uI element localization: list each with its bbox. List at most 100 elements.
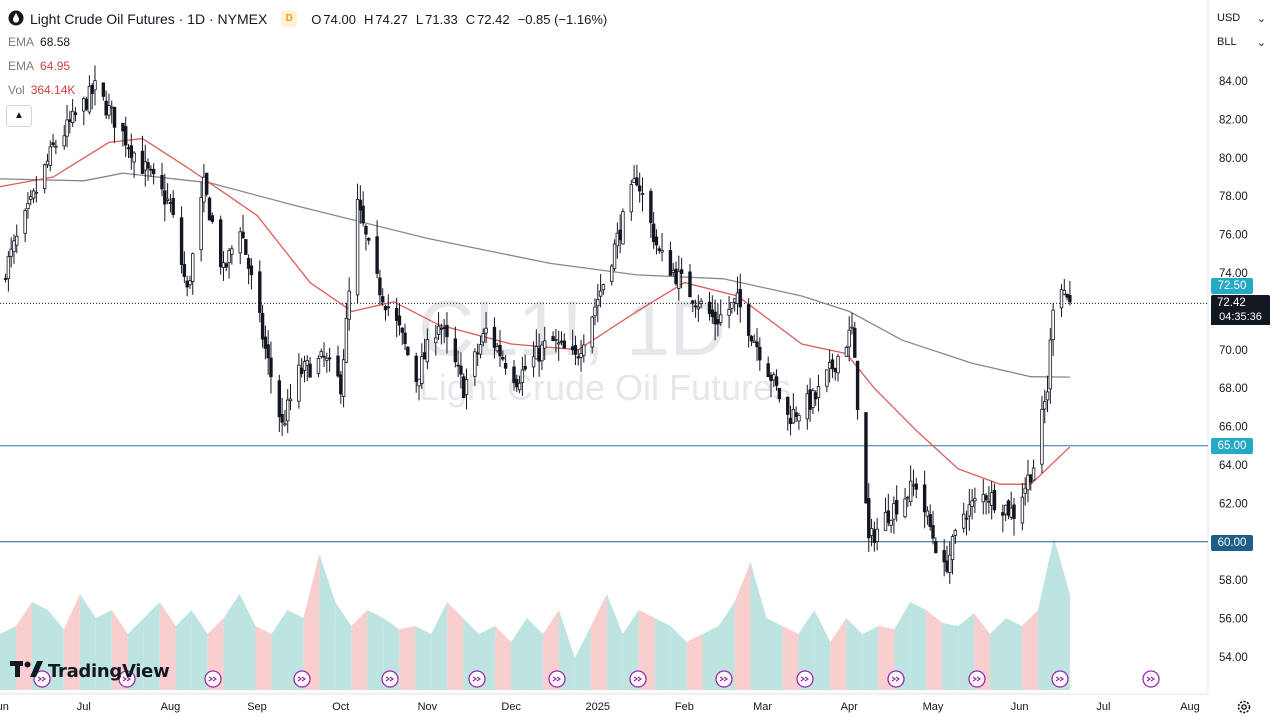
candle-body — [512, 366, 516, 384]
candle-body — [417, 378, 421, 387]
y-tick-label: 76.00 — [1219, 230, 1248, 242]
candle-body — [45, 160, 50, 166]
candle-body — [15, 235, 19, 246]
candle-body — [185, 280, 189, 288]
currency-selector[interactable]: USD ⌄ — [1213, 7, 1270, 29]
y-tick-label: 58.00 — [1219, 575, 1248, 587]
candle-body — [269, 357, 273, 378]
candle-body — [1045, 391, 1050, 401]
volume-segment — [718, 602, 735, 690]
candle-body — [191, 253, 195, 282]
candle-body — [464, 378, 469, 396]
candle-body — [503, 362, 508, 369]
candle-body — [34, 191, 39, 194]
event-arrow-icon — [208, 676, 218, 682]
candle-body — [414, 355, 418, 383]
candle-body — [244, 239, 248, 255]
candle-body — [344, 317, 349, 363]
candle-body — [922, 484, 927, 513]
candle-body — [3, 278, 8, 280]
candle-body — [422, 352, 427, 360]
candle-body — [42, 164, 47, 190]
x-tick-label: Dec — [501, 701, 521, 713]
volume-segment — [782, 626, 799, 690]
candle-body — [358, 199, 363, 211]
x-tick-label: Aug — [161, 701, 181, 713]
low-key: L — [415, 11, 424, 27]
volume-segment — [590, 594, 607, 690]
candle-body — [914, 483, 918, 490]
candle-body — [65, 119, 69, 137]
ema-slow-legend[interactable]: EMA 64.95 — [8, 59, 70, 73]
unit-selector[interactable]: BLL ⌄ — [1213, 31, 1270, 53]
x-tick-label: May — [923, 701, 944, 713]
candle-body — [132, 152, 136, 163]
candle-body — [523, 366, 527, 370]
event-arrow-icon — [472, 676, 482, 682]
collapse-legend-button[interactable]: ▲ — [6, 105, 32, 127]
candle-body — [302, 361, 307, 371]
volume-segment — [990, 618, 1007, 690]
low-value: 71.33 — [425, 11, 458, 27]
x-tick-label: Jun — [0, 701, 9, 713]
candle-body — [964, 517, 969, 520]
candle-body — [716, 319, 720, 325]
candle-body — [537, 347, 541, 362]
ema-fast-label: EMA — [8, 35, 35, 49]
x-tick-label: Jul — [77, 701, 91, 713]
candle-body — [598, 290, 603, 297]
candle-body — [436, 325, 441, 335]
interval-badge[interactable]: D — [281, 11, 298, 27]
settings-gear-icon[interactable] — [1236, 699, 1252, 715]
high-value: 74.27 — [375, 11, 408, 27]
candle-body — [207, 197, 212, 221]
candle-body — [316, 357, 321, 374]
candle-body — [462, 376, 466, 399]
y-tick-label: 56.00 — [1219, 614, 1248, 626]
tradingview-logo[interactable]: TradingView — [10, 658, 170, 684]
y-tick-label: 84.00 — [1219, 76, 1248, 88]
candle-body — [160, 174, 164, 190]
level-badge-6000: 60.00 — [1211, 535, 1253, 551]
candle-body — [478, 344, 483, 355]
candle-body — [758, 346, 762, 361]
x-tick-label: Sep — [247, 701, 267, 713]
volume-segment — [750, 562, 767, 690]
candle-body — [218, 219, 223, 268]
volume-segment — [255, 626, 272, 690]
candle-body — [325, 357, 329, 361]
volume-segment — [926, 610, 943, 690]
candle-body — [6, 256, 11, 279]
candle-body — [260, 312, 265, 340]
volume-segment — [830, 618, 847, 690]
price-change: −0.85 (−1.16%) — [517, 11, 608, 27]
candle-body — [1029, 474, 1033, 483]
volume-segment — [191, 610, 208, 690]
candle-body — [394, 307, 399, 321]
candle-body — [649, 190, 653, 223]
candle-body — [124, 126, 128, 146]
candle-body — [732, 298, 737, 303]
volume-legend[interactable]: Vol 364.14K — [8, 83, 75, 97]
candle-body — [112, 106, 117, 128]
candle-body — [632, 178, 636, 183]
candle-body — [149, 168, 153, 171]
symbol-title[interactable]: Light Crude Oil Futures · 1D · NYMEX — [30, 11, 268, 27]
candle-body — [249, 265, 254, 276]
candle-body — [246, 258, 251, 269]
ema-fast-legend[interactable]: EMA 68.58 — [8, 35, 70, 49]
candle-body — [140, 150, 145, 174]
candle-body — [397, 315, 402, 326]
candle-body — [590, 316, 594, 348]
candle-body — [769, 374, 773, 381]
volume-segment — [894, 602, 911, 690]
candle-body — [908, 480, 913, 503]
candle-body — [618, 229, 622, 241]
candle-body — [844, 347, 849, 357]
candle-body — [339, 374, 343, 395]
candle-body — [749, 335, 754, 342]
volume-segment — [542, 610, 559, 690]
candle-body — [492, 326, 497, 348]
